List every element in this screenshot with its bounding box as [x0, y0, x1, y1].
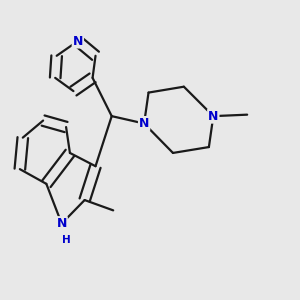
Text: N: N [56, 217, 67, 230]
Text: N: N [139, 117, 149, 130]
Text: N: N [73, 34, 83, 48]
Text: H: H [62, 235, 70, 245]
Text: N: N [208, 110, 218, 123]
